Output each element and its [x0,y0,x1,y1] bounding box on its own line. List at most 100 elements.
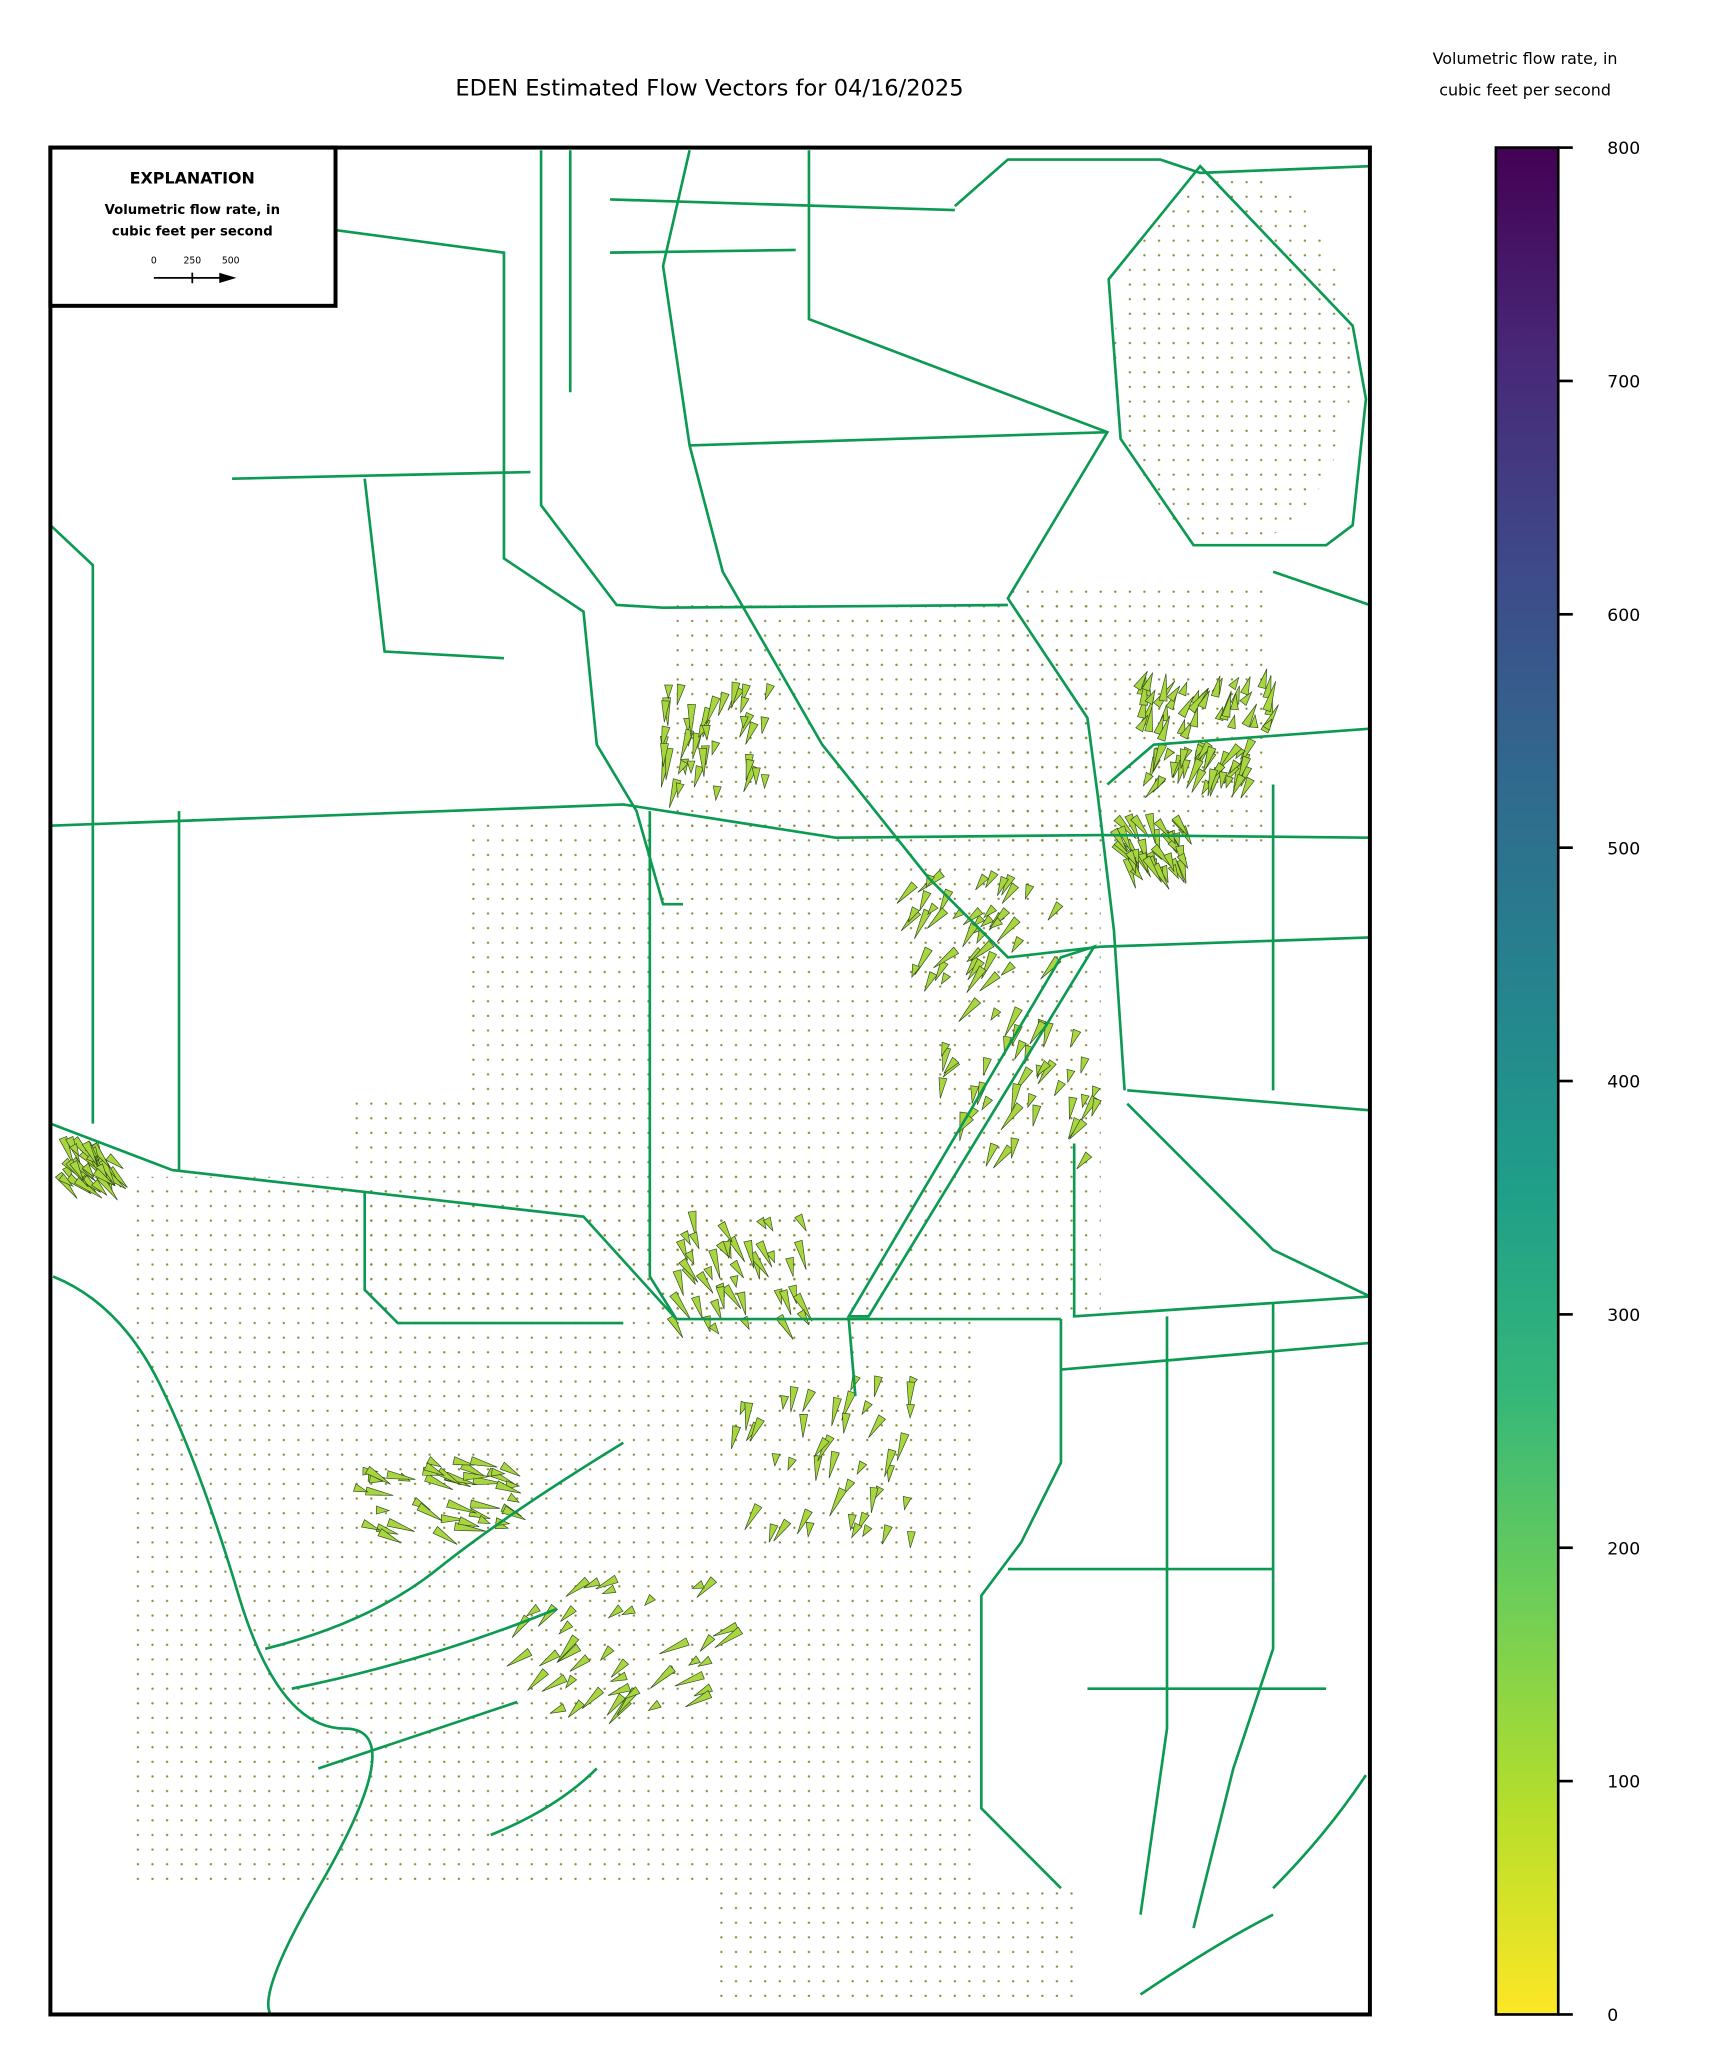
flow-vector [760,774,770,790]
flow-vectors [54,668,1279,1725]
flow-vector [708,1322,720,1335]
flow-vector [1116,825,1132,853]
flow-vector [1225,775,1234,789]
flow-vector [934,960,949,982]
flow-vector [766,1250,775,1264]
flow-vector [477,1514,491,1524]
flow-vector [958,997,982,1022]
flow-vector [924,971,938,992]
flow-vector [794,1213,807,1232]
flow-vector [666,1314,684,1338]
flow-vector [1179,748,1189,769]
flow-vector [1144,706,1153,733]
flow-vector [459,1461,487,1478]
flow-vector [560,1605,577,1622]
flow-vector [848,1513,857,1532]
flow-vector [1170,761,1179,778]
flow-vector [607,1682,632,1696]
flow-vector [1171,814,1190,838]
legend-heading: EXPLANATION [130,168,255,187]
flow-vector [1125,849,1138,867]
flow-vector [463,1471,490,1481]
flow-vector [610,1658,630,1678]
flow-vector [799,1414,809,1438]
flow-vector [914,908,932,940]
scale-tick: 0 [151,255,157,266]
flow-vector [678,1257,699,1283]
flow-vector [1066,1068,1076,1084]
flow-vector [669,1291,692,1321]
flow-vector [943,1056,960,1074]
flow-vector [1197,690,1210,710]
flow-vector [680,728,695,760]
flow-vector [1177,681,1188,697]
flow-vector [919,890,932,911]
flow-vector [695,1270,714,1294]
flow-vector [687,1210,697,1238]
flow-vector [715,1285,725,1310]
flow-vector [693,765,705,788]
flow-vector [739,715,749,729]
flow-vector [1027,1092,1037,1109]
flow-vector [1207,768,1219,797]
flow-vector [426,1455,443,1468]
flow-vector [69,1160,84,1182]
flow-vector [691,1295,703,1319]
flow-vector [1024,883,1035,900]
flow-vector [751,767,761,785]
colorbar [1494,146,1560,2016]
flow-vector [469,1499,500,1509]
flow-vector [691,1580,705,1589]
flow-vector [712,785,722,802]
flow-vector [787,1456,797,1471]
flow-vector [721,1284,742,1310]
flow-vector [386,1518,415,1532]
flow-vector [709,1298,722,1320]
flow-vector [1176,852,1189,870]
flow-vector [731,681,741,709]
flow-vector [698,747,708,777]
flow-vector [368,1474,384,1484]
flow-vector [856,1460,868,1475]
colorbar-label: Volumetric flow rate, in [1433,49,1618,68]
flow-vector [703,1265,713,1281]
flow-vector [525,1603,541,1617]
flow-vector [541,1674,568,1692]
flow-vector [699,1633,716,1652]
flow-vector [963,907,984,926]
flow-vector [539,1649,561,1667]
flow-vector [979,971,1001,992]
flow-vector [792,1292,813,1322]
flow-vector [687,704,696,737]
flow-vector [647,1699,662,1712]
flow-vector [861,1400,873,1416]
flow-vector [92,1168,115,1187]
flow-vector [650,1664,676,1689]
flow-vector [797,1508,813,1535]
flow-vector [569,1654,591,1672]
flow-vector [567,1699,586,1718]
flow-vector [1054,1079,1066,1097]
flow-vector [1153,714,1165,736]
flow-vector [1004,1006,1023,1037]
flow-vector [730,1425,741,1450]
scale-tick: 250 [183,255,201,266]
flow-vector [595,1574,619,1590]
flow-vector [775,1314,794,1340]
flow-vector [685,1690,713,1708]
colorbar-tick-label: 300 [1607,1306,1640,1326]
flow-vector [828,1450,840,1479]
flow-vector [886,1464,895,1483]
flow-vector [1157,775,1167,789]
flow-vector [1135,714,1149,733]
flow-vector [1218,771,1228,789]
flow-vector [664,747,674,781]
colorbar-tick-label: 600 [1607,606,1640,626]
flow-vector [940,972,951,985]
flow-vector [979,914,994,928]
flow-vector [692,732,702,760]
flow-vector [1210,675,1221,698]
flow-vector [1010,1137,1020,1159]
flow-vector [1068,1096,1078,1120]
